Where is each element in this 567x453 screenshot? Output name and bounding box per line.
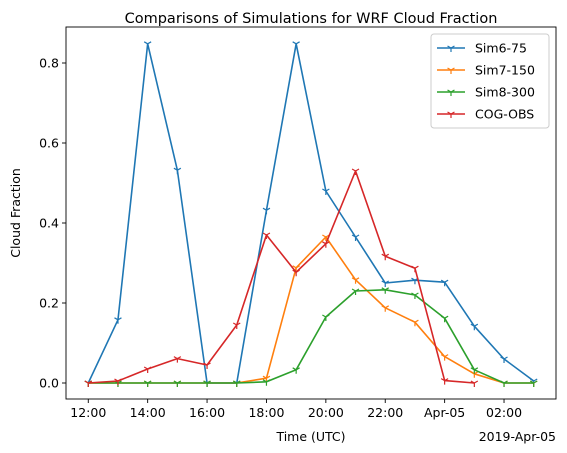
data-point <box>470 323 479 331</box>
legend-item: COG-OBS <box>437 107 534 122</box>
data-point <box>470 367 479 374</box>
data-point <box>322 314 330 321</box>
legend-marker <box>447 89 455 96</box>
legend-marker <box>447 67 455 74</box>
data-point <box>381 305 390 312</box>
x-tick-label: 12:00 <box>70 405 106 420</box>
data-point <box>203 362 211 369</box>
x-tick-label: 14:00 <box>130 405 166 420</box>
y-tick-label: 0.6 <box>39 136 59 151</box>
data-point <box>84 380 93 387</box>
y-tick-label: 0.8 <box>39 56 59 71</box>
data-point <box>440 315 449 323</box>
data-point <box>470 380 479 387</box>
series-COG-OBS <box>84 168 479 387</box>
series-lines <box>84 41 538 387</box>
plot-area <box>65 26 557 400</box>
data-point <box>173 380 182 387</box>
data-point <box>381 280 390 287</box>
legend-label: Sim6-75 <box>475 41 527 56</box>
data-point <box>203 380 211 387</box>
data-point <box>232 380 241 387</box>
data-point <box>322 241 330 248</box>
data-point <box>351 288 360 295</box>
x-tick-label: 02:00 <box>486 405 522 420</box>
y-axis-label: Cloud Fraction <box>8 168 23 258</box>
axis-ticks: 0.0 0.2 0.4 0.6 0.8 12:00 14:00 16:00 18:00 20:00… <box>39 56 522 421</box>
series-line <box>87 42 535 384</box>
y-tick-label: 0.4 <box>39 216 59 231</box>
data-point <box>440 354 449 361</box>
legend-label: COG-OBS <box>475 107 534 122</box>
data-point <box>292 41 300 48</box>
data-point <box>114 317 122 324</box>
data-point <box>440 378 449 385</box>
series-line <box>88 170 475 384</box>
x-tick-label: 18:00 <box>248 405 284 420</box>
legend-label: Sim8-300 <box>475 85 535 100</box>
data-point <box>351 277 360 284</box>
data-point <box>440 279 449 287</box>
data-point <box>232 322 241 329</box>
x-tick-label: 16:00 <box>189 405 225 420</box>
data-point <box>262 207 271 215</box>
data-point <box>173 167 182 175</box>
data-point <box>114 378 122 385</box>
legend-item: Sim7-150 <box>437 63 535 78</box>
data-point <box>381 287 390 294</box>
data-point <box>322 188 330 195</box>
x-tick-label: 20:00 <box>308 405 344 420</box>
data-point <box>143 366 152 373</box>
data-point <box>292 269 300 277</box>
data-point <box>381 253 390 261</box>
y-tick-label: 0.2 <box>39 296 59 311</box>
legend-item: Sim8-300 <box>437 85 535 100</box>
data-point <box>411 265 419 273</box>
legend-item: Sim6-75 <box>437 41 527 56</box>
data-point <box>292 367 300 374</box>
data-point <box>411 292 419 299</box>
chart-title: Comparisons of Simulations for WRF Cloud… <box>125 11 498 27</box>
series-Sim6-75 <box>84 41 538 387</box>
legend: Sim6-75 Sim7-150 Sim8-300 COG-OBS <box>430 33 550 129</box>
x-tick-label: Apr-05 <box>424 405 465 420</box>
data-point <box>262 379 271 386</box>
data-point <box>529 380 538 387</box>
data-point <box>351 168 360 175</box>
x-offset-label: 2019-Apr-05 <box>479 429 556 444</box>
x-tick-label: 22:00 <box>367 405 403 420</box>
y-tick-label: 0.0 <box>39 376 59 391</box>
data-point <box>262 232 271 239</box>
x-axis-label: Time (UTC) <box>275 429 345 444</box>
data-point <box>500 356 508 363</box>
legend-label: Sim7-150 <box>475 63 535 78</box>
data-point <box>500 380 508 387</box>
data-point <box>143 380 152 387</box>
data-point <box>173 356 182 363</box>
series-line <box>88 288 534 384</box>
data-point <box>143 41 152 48</box>
legend-marker <box>447 111 455 118</box>
legend-marker <box>447 45 455 52</box>
data-point <box>351 234 360 241</box>
data-point <box>411 319 419 327</box>
legend-box <box>430 33 550 129</box>
